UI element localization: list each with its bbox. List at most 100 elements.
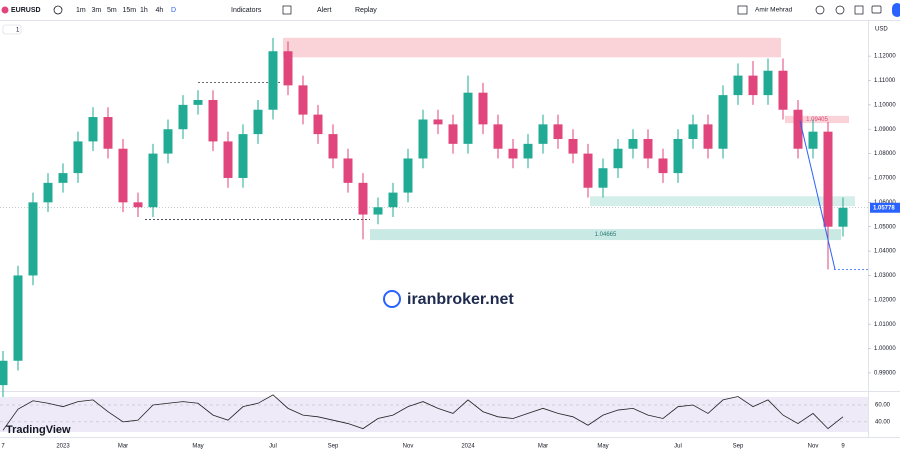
zone [283,37,781,58]
user-name[interactable]: Amir Mehrad [755,7,793,14]
indicators-button[interactable]: Indicators [231,7,262,14]
zone-label: 1.04665 [595,232,617,238]
candle-body [808,131,818,149]
indicator-tick-label: 40.00 [875,419,891,425]
candle-body [88,117,98,142]
candle-body [493,124,503,149]
interval-button[interactable]: D [171,7,176,14]
candle-body [838,207,848,227]
price-tick-label: 1.09000 [874,127,896,133]
last-price-label: 1.05778 [873,205,895,211]
candle-body [208,99,218,142]
candle-body [523,143,533,159]
candle-body [643,138,653,159]
price-tick-label: 1.07000 [874,176,896,182]
price-tick-label: 1.02000 [874,297,896,303]
candle-body [178,104,188,130]
price-tick-label: 0.99000 [874,371,896,377]
time-label: Mar [118,444,128,450]
indicator-tick-label: 60.00 [875,403,891,409]
interval-button[interactable]: 5m [107,7,117,14]
price-tick-label: 1.11000 [874,78,896,84]
time-label: Jul [269,444,277,450]
candle-body [508,148,518,159]
candle-body [538,124,548,144]
candle-body [13,275,23,361]
time-label: May [192,444,203,450]
toolbar [0,0,900,20]
candle-body [553,124,563,139]
publish-button[interactable] [892,3,900,17]
interval-button[interactable]: 1h [140,7,148,14]
time-label: 2024 [461,444,475,450]
candle-body [403,158,413,193]
chart-layer: 1.12000 1.11000 1.10000 1.09000 1.08000 1.070… [0,21,900,450]
candle-body [118,148,128,203]
symbol[interactable]: EURUSD [11,7,41,14]
time-label: Mar [538,444,548,450]
candle-body [58,173,68,183]
add-symbol[interactable] [53,5,63,15]
time-label: Jul [674,444,682,450]
intervals: 1m 3m 5m 15m 1h 4h D [76,7,176,14]
candle-body [283,51,293,86]
candle-body [133,202,143,208]
search-button[interactable] [815,5,825,15]
price-tick-label: 1.05000 [874,224,896,230]
candle-body [223,141,233,178]
price-tick-label: 1.03000 [874,273,896,279]
indicator-band [0,397,868,432]
replay-button[interactable]: Replay [355,7,377,14]
candle-body [688,124,698,139]
candle-body [478,92,488,125]
candle-body [193,99,203,105]
candle-body [703,124,713,149]
settings-button[interactable] [835,5,845,15]
indicator-line [2,394,844,431]
time-label: 9 [841,444,845,450]
candle-body [253,109,263,135]
time-label: Sep [328,444,339,450]
candle-body [328,134,338,159]
interval-button[interactable]: 1m [76,7,86,14]
legend-toggle[interactable] [2,24,22,35]
fullscreen-button[interactable] [854,5,864,15]
time-label: 2023 [56,444,70,450]
zone [370,229,841,241]
candle-body [673,138,683,174]
watermark: iranbroker.net [407,291,514,308]
watermark-icon [383,290,401,308]
interval-button[interactable]: 4h [156,7,164,14]
candle-body [658,158,668,174]
layouts-button[interactable] [282,5,292,15]
price-tick-label: 1.08000 [874,151,896,157]
candle-body [343,158,353,183]
last-price-box [870,202,900,213]
candle-body [598,168,608,188]
candle-body [373,207,383,215]
candle-body [778,70,788,110]
time-label: 7 [1,444,5,450]
time-label: Nov [808,444,819,450]
interval-button[interactable]: 3m [92,7,102,14]
candle-body [823,131,833,227]
candle-body [568,138,578,154]
legend-count: 1 [16,28,20,34]
time-label: Nov [403,444,414,450]
candle-body [268,51,278,110]
candle-body [73,141,83,174]
interval-button[interactable]: 15m [123,7,137,14]
candle-body [433,119,443,125]
candle-body [238,134,248,178]
brand: TradingView [6,424,71,436]
candle-body [163,129,173,154]
zone [785,115,849,124]
candle-body [793,109,803,149]
snapshot-button[interactable] [871,5,882,14]
zone [590,196,855,206]
alert-button[interactable]: Alert [317,7,331,14]
price-tick-label: 1.12000 [874,54,896,60]
candle-body [313,114,323,135]
